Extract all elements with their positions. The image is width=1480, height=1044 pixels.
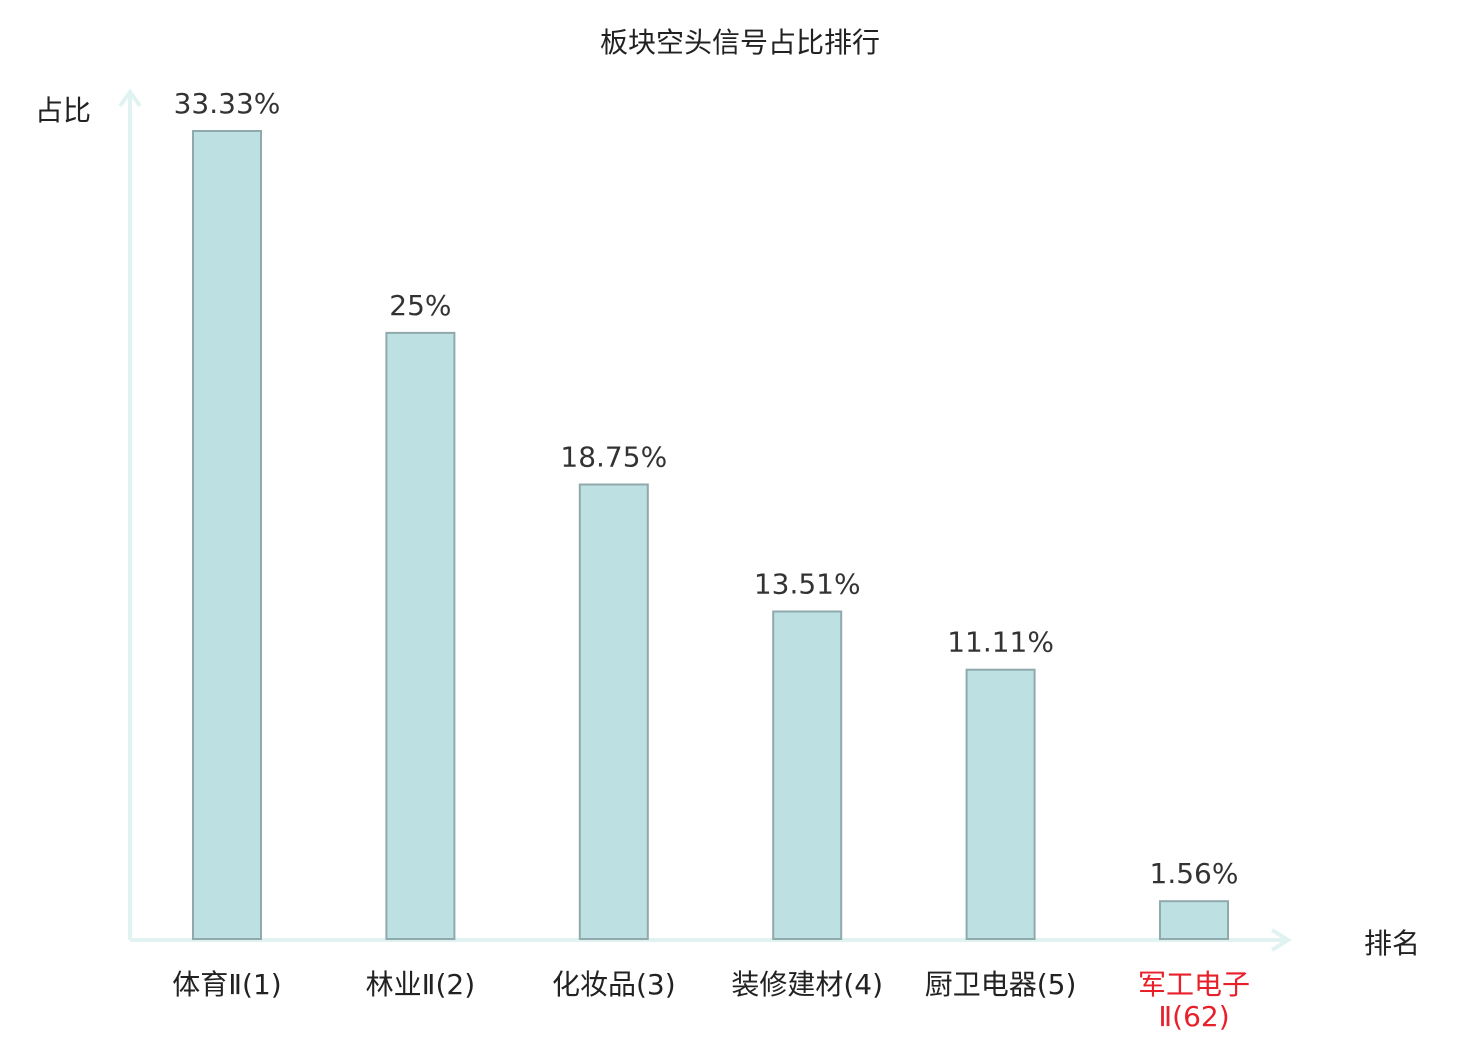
x-axis-arrow-icon [1270, 928, 1292, 952]
x-axis-label: 排名 [1364, 927, 1420, 960]
category-tick-label-line2: Ⅱ(62) [1158, 1000, 1229, 1033]
category-tick-label: 化妆品(3) [552, 968, 676, 1001]
bar [385, 331, 456, 940]
bar [772, 610, 843, 940]
bar-value-label: 18.75% [560, 441, 667, 474]
category-tick-label: 装修建材(4) [731, 968, 883, 1001]
y-axis-label: 占比 [35, 94, 91, 127]
category-tick-label: 林业Ⅱ(2) [366, 968, 475, 1001]
category-tick-label: 厨卫电器(5) [925, 968, 1077, 1001]
category-tick-label: 体育Ⅱ(1) [172, 968, 281, 1001]
bar-value-label: 33.33% [174, 87, 281, 120]
axes [118, 88, 1292, 952]
bar-value-label: 11.11% [947, 626, 1054, 659]
bar [1159, 900, 1229, 941]
bar-value-label: 1.56% [1150, 857, 1239, 890]
bar-value-label: 13.51% [754, 568, 861, 601]
bar [192, 130, 262, 940]
chart-title: 板块空头信号占比排行 [600, 26, 880, 59]
category-tick-label: 军工电子 [1138, 968, 1250, 1001]
bar [578, 483, 649, 940]
bar-value-label: 25% [389, 289, 451, 322]
value-labels: 33.33% 25% 18.75% 13.51% 11.11% 1.56% [174, 87, 1239, 890]
category-labels: 体育Ⅱ(1) 林业Ⅱ(2) 化妆品(3) 装修建材(4) 厨卫电器(5) 军工电子Ⅱ(62… [172, 968, 1250, 1033]
y-axis-arrow-icon [118, 88, 142, 108]
bar [965, 668, 1036, 940]
bars [192, 130, 1229, 941]
